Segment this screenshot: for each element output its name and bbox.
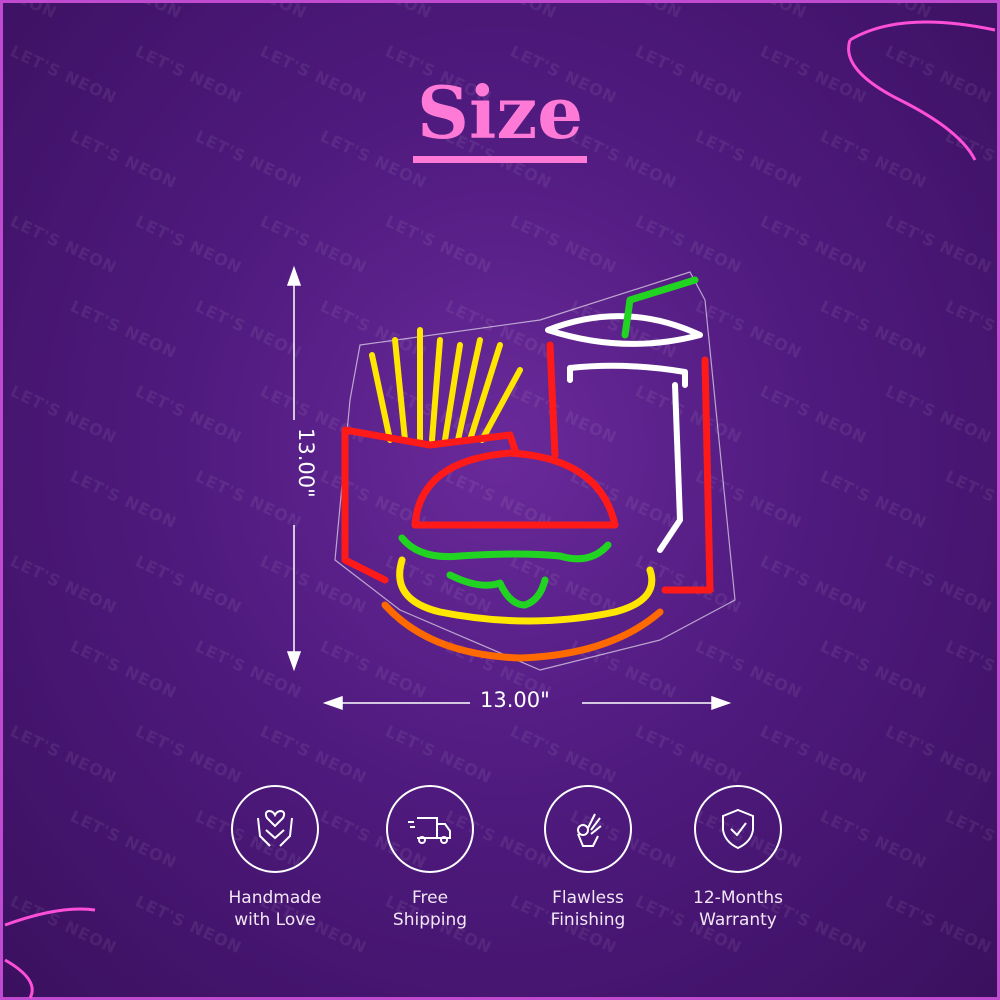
neon-swoosh-bottom-left bbox=[4, 907, 96, 999]
feature-handmade: Handmade with Love bbox=[200, 785, 350, 931]
height-label: 13.00" bbox=[294, 428, 318, 498]
feature-finishing: Flawless Finishing bbox=[513, 785, 663, 931]
lettuce bbox=[398, 534, 612, 563]
fries bbox=[369, 327, 523, 443]
feature-label-line2: Shipping bbox=[392, 910, 468, 930]
bun-top bbox=[411, 449, 619, 529]
cheese bbox=[446, 571, 549, 609]
page-title: Size bbox=[0, 70, 1000, 163]
feature-warranty: 12-Months Warranty bbox=[663, 785, 813, 931]
shield-check-icon bbox=[694, 785, 782, 873]
feature-label-line1: 12-Months bbox=[693, 888, 783, 908]
fries-box bbox=[341, 426, 519, 584]
feature-label-line1: Handmade bbox=[228, 888, 322, 908]
cup-body bbox=[567, 362, 688, 553]
feature-label-line1: Free bbox=[411, 888, 449, 908]
feature-label-line2: Warranty bbox=[699, 910, 777, 930]
ok-hand-icon bbox=[544, 785, 632, 873]
cup-outline bbox=[546, 341, 714, 594]
feature-shipping: Free Shipping bbox=[355, 785, 505, 931]
delivery-truck-icon bbox=[386, 785, 474, 873]
dimension-arrows bbox=[286, 265, 732, 711]
acrylic-backboard bbox=[334, 271, 736, 671]
title-text: Size bbox=[412, 70, 588, 163]
feature-label-line2: with Love bbox=[234, 910, 316, 930]
feature-label-line2: Finishing bbox=[550, 910, 626, 930]
heart-hands-icon bbox=[231, 785, 319, 873]
cup-lid bbox=[545, 313, 703, 347]
width-label: 13.00" bbox=[480, 688, 550, 712]
straw bbox=[621, 276, 699, 339]
neon-swoosh-top-right bbox=[847, 20, 996, 161]
plate bbox=[381, 601, 664, 662]
feature-label-line1: Flawless bbox=[552, 888, 624, 908]
bun-bottom bbox=[396, 556, 656, 625]
